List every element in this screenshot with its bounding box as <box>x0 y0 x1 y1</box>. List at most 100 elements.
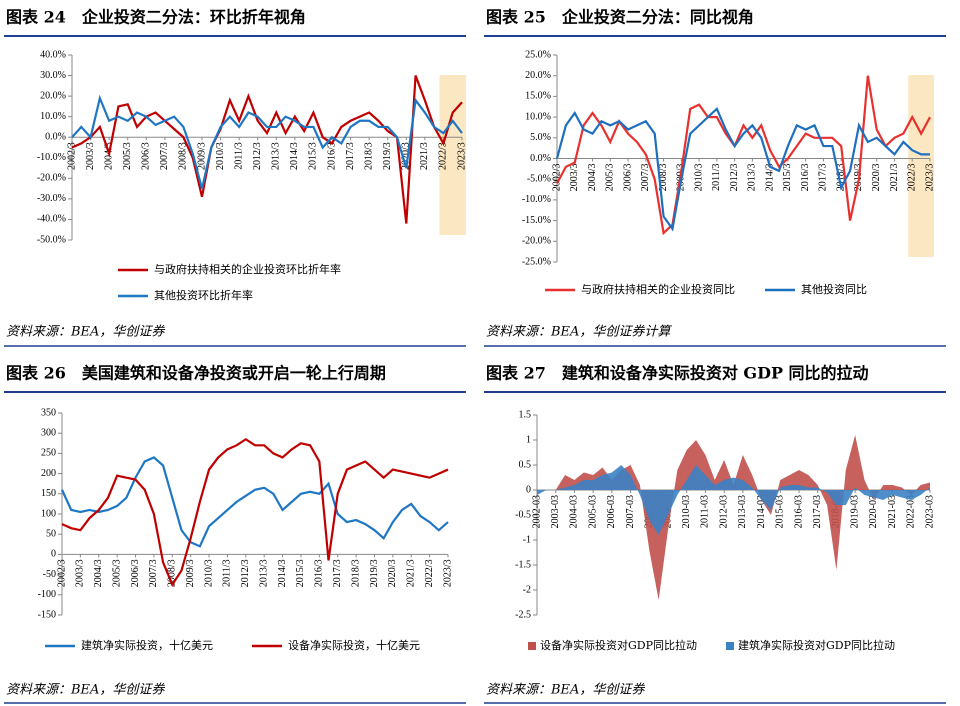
x-tick-label: 2023-03 <box>924 495 935 528</box>
y-tick-label: 50 <box>46 528 56 539</box>
y-tick-label: 15.0% <box>525 91 551 102</box>
legend-label: 与政府扶持相关的企业投资环比折年率 <box>154 262 341 276</box>
chart-title: 图表 24 企业投资二分法：环比折年视角 <box>6 8 306 27</box>
y-tick-label: 0 <box>526 484 531 495</box>
x-tick-label: 2011/3 <box>233 142 244 169</box>
x-tick-label: 2014/3 <box>764 164 775 192</box>
area <box>537 465 930 535</box>
x-tick-label: 2016/3 <box>800 164 811 192</box>
x-tick-label: 2023/3 <box>442 559 453 587</box>
y-tick-label: 30.0% <box>40 70 66 81</box>
source-note: 资料来源：BEA，华创证券 <box>6 325 165 340</box>
y-tick-label: 5.0% <box>530 132 551 143</box>
x-tick-label: 2020/3 <box>401 142 412 170</box>
x-tick-label: 2016/3 <box>326 142 337 170</box>
y-tick-label: 150 <box>41 488 56 499</box>
x-tick-label: 2023/3 <box>456 142 467 170</box>
x-tick-label: 2016-03 <box>793 495 804 528</box>
x-tick-label: 2017/3 <box>345 142 356 170</box>
x-tick-label: 2019/3 <box>369 559 380 587</box>
x-tick-label: 2013-03 <box>737 495 748 528</box>
x-tick-label: 2017-03 <box>812 495 823 528</box>
x-tick-label: 2005/3 <box>122 142 133 170</box>
x-tick-label: 2012-03 <box>718 495 729 528</box>
x-tick-label: 2015/3 <box>308 142 319 170</box>
x-tick-label: 2006/3 <box>141 142 152 170</box>
source-note: 资料来源：BEA，华创证券 <box>6 683 165 698</box>
y-tick-label: -1.5 <box>515 559 531 570</box>
y-tick-label: -30.0% <box>37 193 66 204</box>
x-tick-label: 2013/3 <box>258 559 269 587</box>
y-tick-label: -100 <box>38 589 56 600</box>
x-tick-label: 2006/3 <box>130 559 141 587</box>
x-tick-label: 2003-03 <box>550 495 561 528</box>
x-tick-label: 2019/3 <box>382 142 393 170</box>
area <box>537 435 930 600</box>
line <box>71 94 463 189</box>
line <box>556 75 931 236</box>
y-tick-label: -50 <box>43 569 56 580</box>
y-tick-label: -0.5 <box>515 509 531 520</box>
x-tick-label: 2004-03 <box>569 495 580 528</box>
legend-label: 与政府扶持相关的企业投资同比 <box>581 282 735 296</box>
legend-label: 设备净实际投资对GDP同比拉动 <box>540 638 697 652</box>
x-tick-label: 2006/3 <box>622 164 633 192</box>
y-tick-label: 0.0% <box>530 153 551 164</box>
line <box>555 106 930 232</box>
x-tick-label: 2020/3 <box>387 559 398 587</box>
x-tick-label: 2019-03 <box>849 495 860 528</box>
x-tick-label: 2016/3 <box>314 559 325 587</box>
x-tick-label: 2008/3 <box>658 164 669 192</box>
x-tick-label: 2003/3 <box>85 142 96 170</box>
x-tick-label: 2014/3 <box>277 559 288 587</box>
x-tick-label: 2013/3 <box>747 164 758 192</box>
highlight-band <box>439 75 466 235</box>
y-tick-label: 1 <box>526 434 531 445</box>
y-tick-label: -20.0% <box>522 236 551 247</box>
y-tick-label: 0.5 <box>519 459 532 470</box>
x-tick-label: 2011/3 <box>222 559 233 586</box>
x-tick-label: 2002/3 <box>551 164 562 192</box>
x-tick-label: 2010/3 <box>215 142 226 170</box>
y-tick-label: 250 <box>41 448 56 459</box>
x-tick-label: 2010-03 <box>681 495 692 528</box>
x-tick-label: 2002/3 <box>66 142 77 170</box>
x-tick-label: 2002/3 <box>56 559 67 587</box>
chart-title: 图表 27 建筑和设备净实际投资对 GDP 同比的拉动 <box>486 364 869 383</box>
x-tick-label: 2022/3 <box>907 164 918 192</box>
legend-label: 其他投资环比折年率 <box>154 288 253 302</box>
line <box>60 456 449 548</box>
x-tick-label: 2023/3 <box>924 164 935 192</box>
y-tick-label: -15.0% <box>522 215 551 226</box>
x-tick-label: 2003/3 <box>75 559 86 587</box>
x-tick-label: 2021/3 <box>419 142 430 170</box>
x-tick-label: 2020-03 <box>868 495 879 528</box>
y-tick-label: 20.0% <box>525 70 551 81</box>
x-tick-label: 2002-03 <box>531 495 542 528</box>
legend-swatch <box>726 642 734 650</box>
y-tick-label: -20.0% <box>37 173 66 184</box>
x-tick-label: 2015/3 <box>295 559 306 587</box>
x-tick-label: 2007/3 <box>148 559 159 587</box>
x-tick-label: 2012/3 <box>252 142 263 170</box>
x-tick-label: 2021-03 <box>887 495 898 528</box>
y-tick-label: 200 <box>41 468 56 479</box>
legend-label: 建筑净实际投资对GDP同比拉动 <box>738 638 895 652</box>
source-note: 资料来源：BEA，华创证券 <box>486 683 645 698</box>
x-tick-label: 2005/3 <box>605 164 616 192</box>
legend-swatch <box>528 642 536 650</box>
x-tick-label: 2010/3 <box>693 164 704 192</box>
x-tick-label: 2008/3 <box>178 142 189 170</box>
y-tick-label: -10.0% <box>37 152 66 163</box>
x-tick-label: 2005/3 <box>111 559 122 587</box>
x-tick-label: 2018/3 <box>350 559 361 587</box>
x-tick-label: 2011/3 <box>711 164 722 191</box>
y-tick-label: -2.5 <box>515 609 531 620</box>
y-tick-label: -25.0% <box>522 256 551 267</box>
x-tick-label: 2004/3 <box>93 559 104 587</box>
y-tick-label: -40.0% <box>37 214 66 225</box>
y-tick-label: -150 <box>38 609 56 620</box>
x-tick-label: 2020/3 <box>871 164 882 192</box>
